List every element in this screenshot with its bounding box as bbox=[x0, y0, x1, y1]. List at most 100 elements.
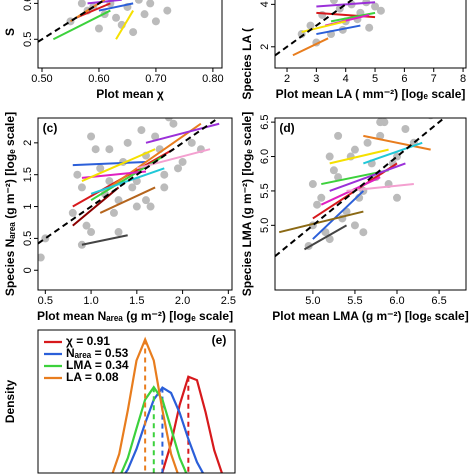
y-tick-label: 5.0 bbox=[259, 218, 271, 233]
fit-line bbox=[115, 10, 134, 40]
fit-line bbox=[99, 186, 156, 214]
point bbox=[187, 138, 196, 147]
y-axis-label: Species LA ( bbox=[240, 28, 254, 100]
point bbox=[169, 119, 178, 128]
point bbox=[105, 145, 114, 154]
density-curve bbox=[124, 386, 205, 473]
point bbox=[134, 0, 143, 4]
x-tick-label: 7 bbox=[431, 73, 437, 85]
point bbox=[350, 145, 359, 154]
point bbox=[91, 145, 100, 154]
plot-area bbox=[38, 0, 172, 43]
y-axis-label: S bbox=[3, 28, 17, 36]
y-tick-label: 6.5 bbox=[259, 114, 271, 129]
point bbox=[73, 170, 82, 179]
one-to-one-line bbox=[275, 118, 446, 258]
point bbox=[313, 200, 322, 209]
point bbox=[109, 208, 118, 217]
x-tick-label: 4 bbox=[343, 73, 349, 85]
x-tick-label: 5.0 bbox=[305, 295, 320, 307]
point bbox=[77, 0, 86, 8]
point bbox=[329, 0, 338, 5]
fit-line bbox=[316, 24, 361, 36]
y-tick-label: 2 bbox=[259, 44, 271, 50]
x-tick-label: 2.5 bbox=[221, 295, 236, 307]
legend-label: LMA = 0.34 bbox=[66, 358, 129, 372]
plot-area bbox=[275, 118, 446, 258]
plot-area bbox=[38, 118, 221, 262]
x-tick-label: 2.0 bbox=[175, 295, 190, 307]
x-tick-label: 5.5 bbox=[347, 295, 362, 307]
fit-line bbox=[81, 234, 128, 246]
x-tick-label: 6.0 bbox=[389, 295, 404, 307]
point bbox=[376, 131, 385, 140]
point bbox=[371, 2, 380, 11]
point bbox=[82, 221, 91, 230]
y-tick-label: 6.0 bbox=[259, 149, 271, 164]
x-tick-label: 0.50 bbox=[31, 73, 52, 85]
fit-line bbox=[98, 2, 134, 12]
fit-line bbox=[312, 190, 365, 240]
point bbox=[376, 118, 385, 127]
x-axis-label: Plot mean LA ( mm⁻²) [logₑ scale] bbox=[276, 87, 466, 101]
fit-line bbox=[278, 210, 364, 234]
point bbox=[137, 126, 146, 135]
fit-line bbox=[90, 154, 165, 202]
y-tick-label: 1.5 bbox=[22, 167, 34, 182]
point bbox=[128, 183, 137, 192]
y-tick-label: 5.5 bbox=[259, 183, 271, 198]
plot-area bbox=[111, 336, 224, 473]
point bbox=[350, 221, 359, 230]
point bbox=[160, 183, 169, 192]
x-tick-label: 8 bbox=[460, 73, 466, 85]
point bbox=[329, 166, 338, 175]
fit-line bbox=[87, 0, 122, 5]
fit-line bbox=[346, 183, 414, 192]
point bbox=[146, 202, 155, 211]
one-to-one-line bbox=[38, 0, 107, 43]
point bbox=[325, 152, 334, 161]
x-tick-label: 1.5 bbox=[129, 295, 144, 307]
density-curve bbox=[111, 336, 179, 473]
y-tick-label: 0.5 bbox=[22, 32, 34, 47]
point bbox=[334, 173, 343, 182]
plot-area bbox=[275, 0, 385, 57]
point bbox=[178, 157, 187, 166]
fit-line bbox=[52, 9, 111, 41]
point bbox=[129, 28, 138, 37]
density-curve bbox=[120, 385, 188, 473]
fit-line bbox=[329, 148, 389, 165]
fit-line bbox=[108, 122, 202, 189]
point bbox=[38, 253, 45, 262]
x-axis-label: Plot mean Nₐᵣₑₐ (g m⁻²) [logₑ scale] bbox=[37, 309, 233, 323]
x-tick-label: 6 bbox=[401, 73, 407, 85]
legend-label: χ = 0.91 bbox=[66, 334, 110, 348]
point bbox=[160, 170, 169, 179]
point bbox=[174, 164, 183, 173]
x-tick-label: 6.5 bbox=[431, 295, 446, 307]
y-axis-label: Species Nₐᵣₑₐ (g m⁻²) [logₑ scale] bbox=[3, 112, 17, 296]
point bbox=[334, 131, 343, 140]
point bbox=[96, 164, 105, 173]
fit-line bbox=[81, 148, 156, 182]
fit-line bbox=[329, 162, 406, 192]
fit-line bbox=[72, 186, 120, 227]
x-tick-label: 0.70 bbox=[145, 73, 166, 85]
x-tick-label: 5 bbox=[372, 73, 378, 85]
point bbox=[77, 183, 86, 192]
point bbox=[151, 132, 160, 141]
y-tick-label: 0 bbox=[22, 267, 34, 273]
x-axis-label: Plot mean LMA (g m⁻²) [logₑ scale] bbox=[272, 309, 468, 323]
point bbox=[87, 228, 96, 237]
x-tick-label: 3 bbox=[313, 73, 319, 85]
x-axis-label: Plot mean χ bbox=[96, 87, 164, 101]
fit-line bbox=[90, 167, 165, 195]
panel-label: (c) bbox=[43, 121, 58, 135]
point bbox=[112, 13, 121, 22]
x-tick-label: 2 bbox=[284, 73, 290, 85]
point bbox=[140, 10, 149, 19]
point bbox=[376, 6, 385, 15]
fit-line bbox=[72, 160, 147, 167]
point bbox=[401, 125, 410, 134]
